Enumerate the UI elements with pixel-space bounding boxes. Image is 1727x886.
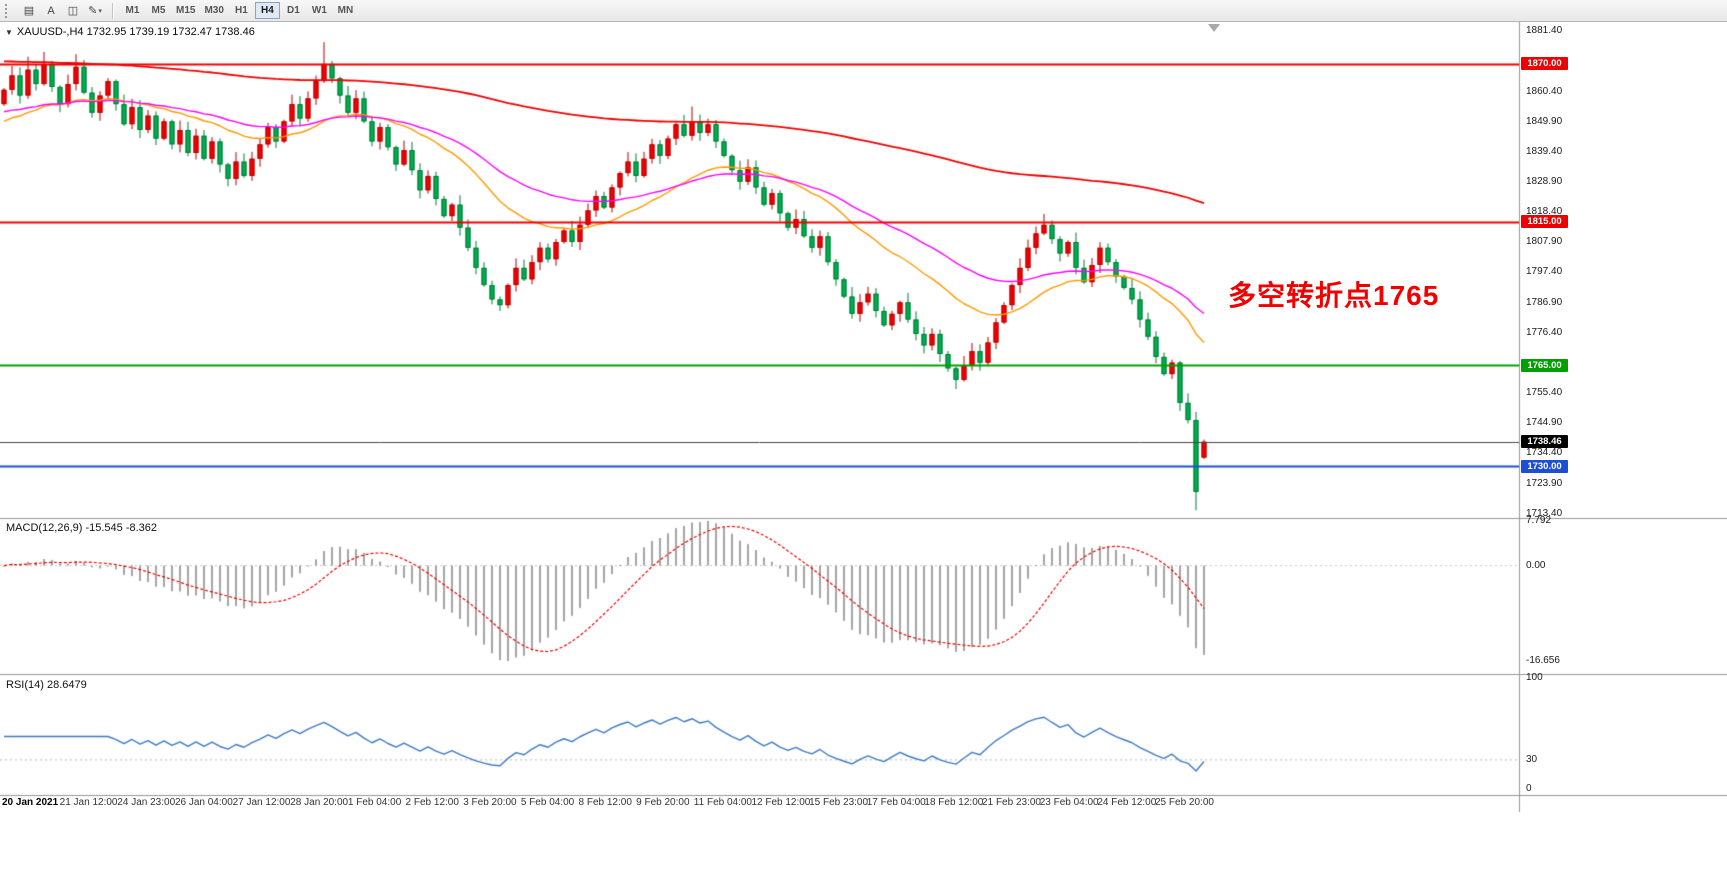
time-axis-label: 5 Feb 04:00	[520, 797, 575, 808]
timeframe-w1-button[interactable]: W1	[307, 2, 332, 19]
timeframes-group: M1 M5 M15 M30 H1 H4 D1 W1 MN	[120, 2, 358, 19]
timeframe-m15-button[interactable]: M15	[172, 2, 199, 19]
price-axis-tick: 1744.90	[1526, 417, 1563, 429]
chart-canvas[interactable]	[0, 22, 1727, 886]
price-axis-tick: 1860.40	[1526, 85, 1563, 97]
time-axis-label: 26 Jan 04:00	[174, 797, 233, 808]
price-level-badge: 1815.00	[1521, 215, 1568, 229]
macd-axis-label: 7.792	[1526, 515, 1552, 526]
timeframe-d1-button[interactable]: D1	[281, 2, 306, 19]
price-level-badge: 1730.00	[1521, 459, 1568, 473]
time-axis-label: 12 Feb 12:00	[751, 797, 811, 808]
timeframe-mn-button[interactable]: MN	[333, 2, 358, 19]
symbol-ohlc-label: ▼ XAUUSD-,H4 1732.95 1739.19 1732.47 173…	[5, 26, 255, 38]
timeframe-h1-button[interactable]: H1	[229, 2, 254, 19]
chart-shift-marker[interactable]	[1208, 24, 1220, 32]
macd-axis-label: 0.00	[1526, 559, 1546, 571]
timeframe-m30-button[interactable]: M30	[200, 2, 227, 19]
timeframe-h4-button[interactable]: H4	[254, 2, 280, 19]
price-axis-tick: 1807.90	[1526, 236, 1563, 248]
price-axis-tick: 1828.90	[1526, 175, 1563, 187]
toolbar-separator	[112, 2, 114, 19]
price-axis-tick: 1839.40	[1526, 145, 1563, 157]
rsi-axis-label: 0	[1526, 783, 1532, 794]
time-axis-label: 21 Feb 23:00	[982, 797, 1041, 808]
time-axis-label: 18 Feb 12:00	[924, 797, 984, 808]
price-axis-tick: 1723.90	[1526, 477, 1563, 489]
chart-area: ▼ XAUUSD-,H4 1732.95 1739.19 1732.47 173…	[0, 22, 1727, 886]
time-axis-label: 1 Feb 04:00	[347, 797, 402, 808]
text-label-button[interactable]: A	[40, 2, 62, 20]
rsi-label: RSI(14) 28.6479	[6, 679, 87, 691]
time-axis-label: 3 Feb 20:00	[463, 797, 517, 808]
time-axis-label: 2 Feb 12:00	[405, 797, 459, 808]
time-axis-label: 15 Feb 23:00	[809, 797, 869, 808]
time-axis-label: 21 Jan 12:00	[59, 797, 118, 808]
time-axis-label: 24 Jan 23:00	[117, 797, 176, 808]
template-icon: ◫	[67, 5, 79, 17]
price-level-badge: 1870.00	[1521, 57, 1568, 71]
price-axis-tick: 1713.40	[1526, 507, 1563, 519]
time-axis-label: 9 Feb 20:00	[636, 797, 690, 808]
price-axis-tick: 1797.40	[1526, 266, 1563, 278]
timeframe-m5-button[interactable]: M5	[146, 2, 171, 19]
price-axis-tick: 1786.90	[1526, 296, 1563, 308]
time-axis-label: 27 Jan 12:00	[232, 797, 291, 808]
timeframe-m1-button[interactable]: M1	[120, 2, 145, 19]
rsi-axis-label: 100	[1526, 672, 1543, 683]
macd-axis-label: -16.656	[1526, 655, 1560, 666]
current-price-badge: 1738.46	[1521, 435, 1568, 449]
time-axis-label: 24 Feb 12:00	[1097, 797, 1157, 808]
time-axis-label: 28 Jan 20:00	[290, 797, 349, 808]
rsi-axis-label: 30	[1526, 753, 1538, 765]
time-axis-label: 23 Feb 04:00	[1039, 797, 1099, 808]
symbol-ohlc-text: XAUUSD-,H4 1732.95 1739.19 1732.47 1738.…	[16, 26, 255, 38]
draw-objects-button[interactable]: ✎ ▾	[84, 2, 106, 20]
toolbar: ▤ A ◫ ✎ ▾ M1 M5 M15 M30 H1 H4 D1 W1 MN	[0, 0, 1727, 22]
time-axis-label: 25 Feb 20:00	[1155, 797, 1214, 808]
drawing-tools-group: ▤ A ◫ ✎ ▾	[18, 2, 106, 20]
time-axis-label: 8 Feb 12:00	[578, 797, 632, 808]
chevron-down-icon: ▾	[98, 7, 102, 15]
time-axis-label: 17 Feb 04:00	[866, 797, 926, 808]
price-axis-tick: 1776.40	[1526, 326, 1563, 338]
price-axis-tick: 1881.40	[1526, 25, 1563, 37]
price-axis-tick: 1755.40	[1526, 387, 1563, 399]
chart-type-button[interactable]: ▤	[18, 2, 40, 20]
symbol-dropdown-icon[interactable]: ▼	[5, 27, 13, 37]
template-button[interactable]: ◫	[62, 2, 84, 20]
time-axis-label: 11 Feb 04:00	[693, 797, 752, 808]
time-axis-label: 20 Jan 2021	[2, 797, 59, 808]
draw-objects-icon: ✎	[88, 5, 98, 17]
price-axis-tick: 1734.40	[1526, 447, 1563, 459]
price-axis-tick: 1818.40	[1526, 206, 1563, 218]
macd-label: MACD(12,26,9) -15.545 -8.362	[6, 522, 158, 534]
price-axis-tick: 1849.90	[1526, 115, 1563, 127]
price-level-badge: 1765.00	[1521, 358, 1568, 372]
text-label-icon: A	[47, 4, 55, 17]
chart-type-icon: ▤	[23, 5, 35, 17]
chart-annotation-text: 多空转折点1765	[1228, 280, 1440, 311]
toolbar-grip[interactable]	[5, 3, 11, 18]
